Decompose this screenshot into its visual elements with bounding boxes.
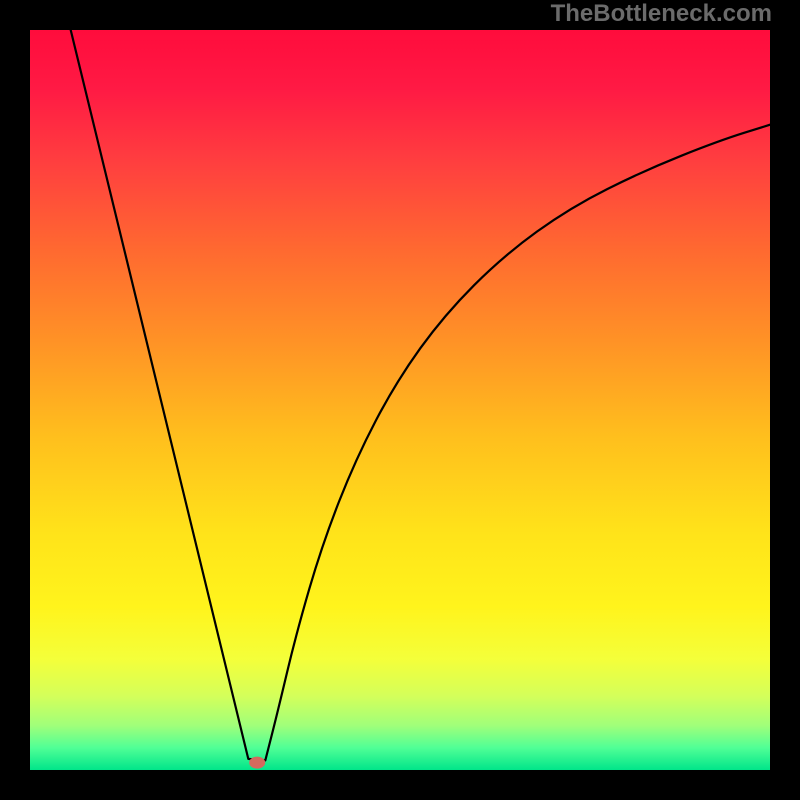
gradient-background xyxy=(30,30,770,770)
plot-area xyxy=(30,30,770,770)
watermark-text: TheBottleneck.com xyxy=(551,0,772,28)
chart-svg xyxy=(30,30,770,770)
chart-container: TheBottleneck.com xyxy=(0,0,800,800)
optimal-point-marker xyxy=(249,757,265,769)
